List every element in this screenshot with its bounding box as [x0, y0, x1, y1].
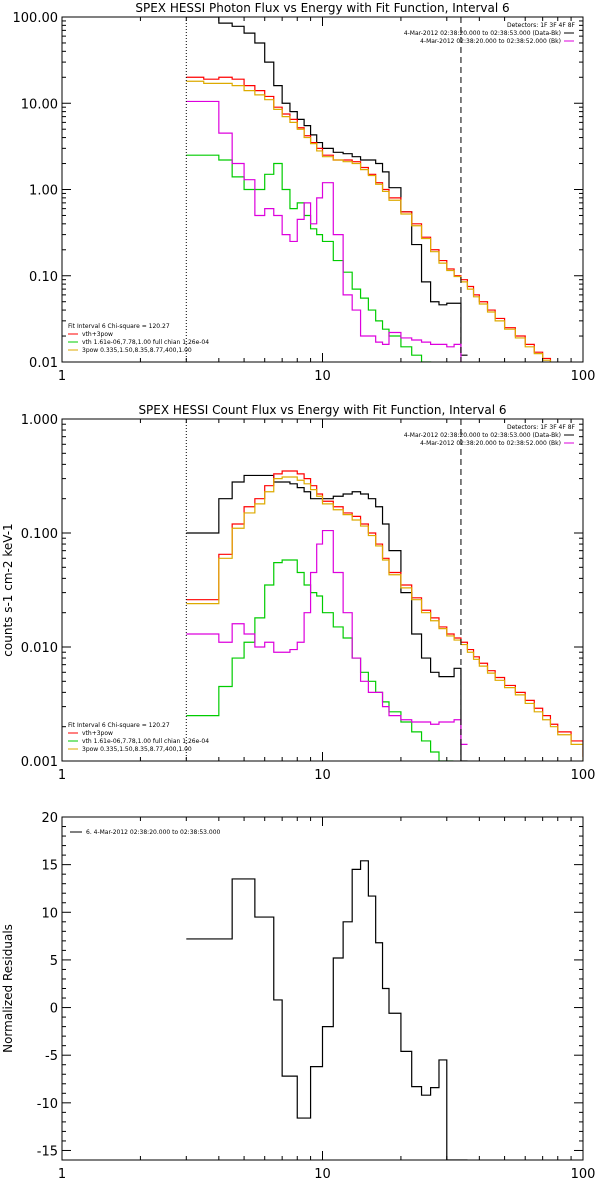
y-tick-label: 0.100	[21, 527, 58, 542]
series-line-1-0	[186, 474, 468, 761]
y-tick-label: 15	[41, 859, 58, 874]
series-line-2-0	[186, 860, 468, 1160]
series-line-1-3	[186, 559, 454, 761]
legend-fit-component: 3pow 0.335,1.50,8.35,8.77,400,1.00	[82, 746, 192, 753]
y-tick-label: -15	[37, 1144, 58, 1159]
y-axis-label: counts s-1 cm-2 keV-1	[1, 523, 15, 656]
legend-bk: 4-Mar-2012 02:38:20.000 to 02:38:52.000 …	[420, 38, 561, 45]
x-tick-label: 100	[571, 768, 596, 783]
y-tick-label: 20	[41, 811, 58, 826]
legend-residual: 6. 4-Mar-2012 02:38:20.000 to 02:38:53.0…	[86, 829, 221, 836]
y-tick-label: 10	[41, 906, 58, 921]
series-line-0-2	[186, 80, 552, 362]
x-tick-label: 1	[58, 369, 66, 384]
series-line-0-3	[186, 154, 432, 362]
x-tick-label: 10	[314, 369, 331, 384]
x-tick-label: 100	[571, 1167, 596, 1182]
y-tick-label: 100.00	[13, 11, 59, 26]
y-tick-label: 10.00	[21, 97, 58, 112]
y-tick-label: 1.000	[21, 413, 58, 428]
y-axis-label: Normalized Residuals	[1, 924, 15, 1053]
x-tick-label: 10	[314, 1167, 331, 1182]
legend-fit-component: 3pow 0.335,1.50,8.35,8.77,400,1.00	[82, 347, 192, 354]
y-tick-label: 0.01	[29, 356, 58, 371]
legend-fit-component: vth 1.61e-06,7.78,1.00 full chian 1.26e-…	[82, 339, 209, 346]
legend-fit-component: vth 1.61e-06,7.78,1.00 full chian 1.26e-…	[82, 738, 209, 745]
plot-frame-1	[61, 418, 584, 762]
y-tick-label: 0	[50, 1002, 58, 1017]
x-tick-label: 1	[58, 1167, 66, 1182]
y-tick-label: 1.00	[29, 184, 58, 199]
x-tick-label: 1	[58, 768, 66, 783]
y-tick-label: -5	[45, 1049, 58, 1064]
y-tick-label: 0.010	[21, 641, 58, 656]
series-line-1-1	[186, 470, 583, 757]
chart-title: SPEX HESSI Photon Flux vs Energy with Fi…	[135, 1, 509, 15]
legend-bk: 4-Mar-2012 02:38:20.000 to 02:38:52.000 …	[420, 440, 561, 447]
chart-title: SPEX HESSI Count Flux vs Energy with Fit…	[138, 403, 506, 417]
y-tick-label: 0.10	[29, 270, 58, 285]
legend-data-bk: 4-Mar-2012 02:38:20.000 to 02:38:53.000 …	[404, 30, 561, 37]
legend-fit-component: vth+3pow	[82, 730, 113, 737]
series-line-1-4	[186, 529, 468, 745]
y-tick-label: 0.001	[21, 755, 58, 770]
legend-detectors: Detectors: 1F 3F 4F 8F	[507, 424, 576, 431]
legend-fit-component: vth+3pow	[82, 331, 113, 338]
y-tick-label: -10	[37, 1097, 58, 1112]
x-tick-label: 100	[571, 369, 596, 384]
y-tick-label: 5	[50, 954, 58, 969]
legend-fit-interval: Fit Interval 6 Chi-square = 120.27	[68, 323, 170, 330]
plot-frame-2	[61, 816, 584, 1161]
series-line-0-4	[186, 100, 462, 362]
legend-detectors: Detectors: 1F 3F 4F 8F	[507, 22, 576, 29]
x-tick-label: 10	[314, 768, 331, 783]
series-line-1-2	[186, 476, 583, 761]
legend-fit-interval: Fit Interval 6 Chi-square = 120.27	[68, 722, 170, 729]
series-line-0-0	[186, 17, 468, 356]
legend-data-bk: 4-Mar-2012 02:38:20.000 to 02:38:53.000 …	[404, 432, 561, 439]
